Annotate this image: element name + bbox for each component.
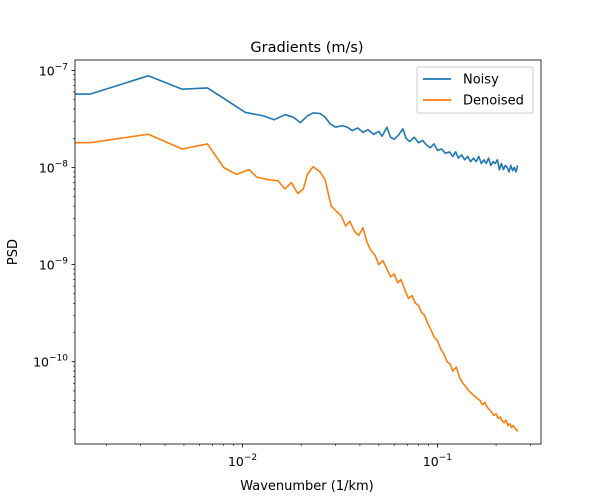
series-layer [75,75,519,433]
legend-label-denoised: Denoised [463,94,524,109]
legend: Noisy Denoised [416,66,534,114]
plot-frame [74,59,542,445]
legend-label-noisy: Noisy [463,73,499,88]
series-line-denoised [75,133,519,433]
y-axis-label: PSD [6,239,21,265]
chart-title: Gradients (m/s) [250,40,363,56]
series-line-noisy [75,75,519,173]
x-axis-label: Wavenumber (1/km) [240,479,374,494]
x-axis-ticks: 10−2 10−1 [106,444,531,469]
